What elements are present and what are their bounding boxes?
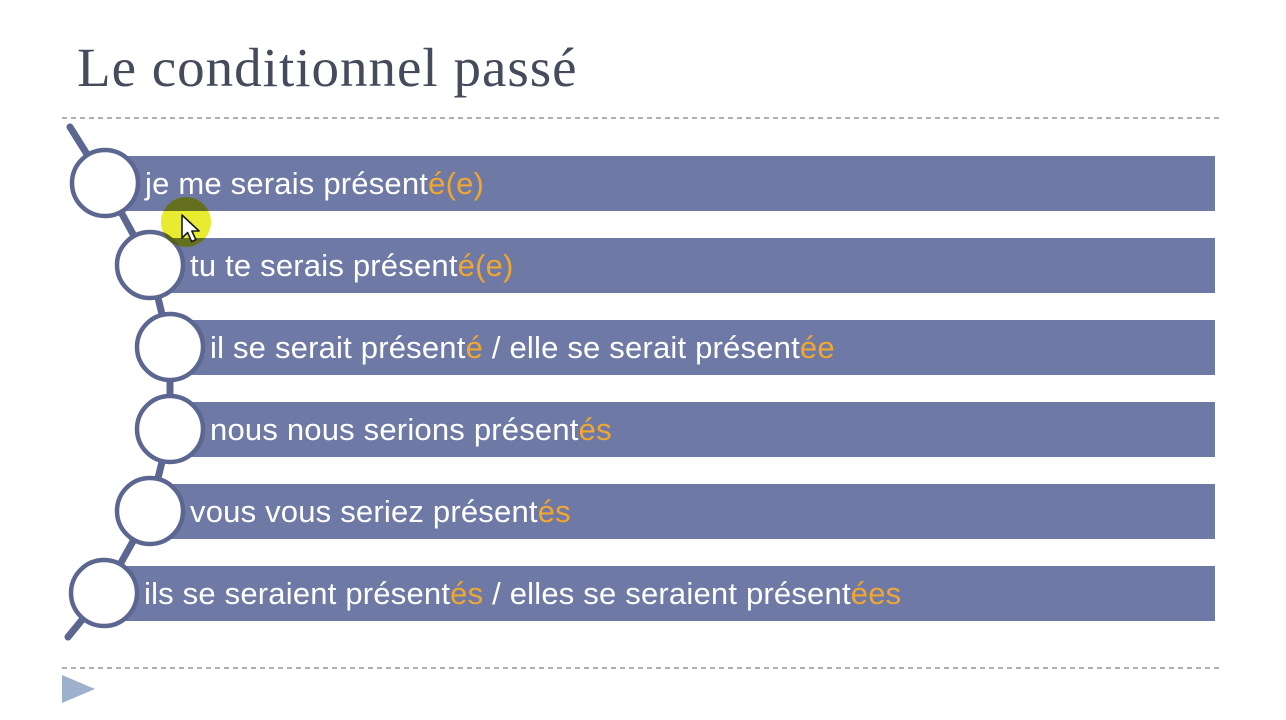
conjugation-row: tu te serais présenté(e) [150,238,1215,293]
conjugation-text: vous vous seriez présentés [150,484,1215,539]
arrow-pointer-icon[interactable] [181,214,203,246]
ending-highlight: é(e) [457,248,514,283]
ending-highlight: és [578,412,612,447]
conjugation-row: je me serais présenté(e) [105,156,1215,211]
conjugation-text: ils se seraient présentés / elles se ser… [104,566,1215,621]
pronoun-verb-text: vous vous seriez présent [190,494,538,529]
ending-highlight: ées [850,576,902,611]
pronoun-verb-text: / elles se seraient présent [483,576,851,611]
conjugation-row: il se serait présenté / elle se serait p… [170,320,1215,375]
ending-highlight: é(e) [428,166,485,201]
conjugation-row: ils se seraient présentés / elles se ser… [104,566,1215,621]
top-divider [62,117,1222,119]
ending-highlight: ée [799,330,835,365]
pronoun-verb-text: ils se seraient présent [144,576,451,611]
conjugation-row: nous nous serions présentés [170,402,1215,457]
conjugation-text: nous nous serions présentés [170,402,1215,457]
ending-highlight: és [450,576,484,611]
conjugation-text: il se serait présenté / elle se serait p… [170,320,1215,375]
pronoun-verb-text: je me serais présent [145,166,429,201]
bottom-divider [62,667,1222,669]
ending-highlight: é [465,330,484,365]
pronoun-verb-text: / elle se serait présent [483,330,800,365]
conjugation-text: tu te serais présenté(e) [150,238,1215,293]
play-triangle-icon [62,675,95,703]
conjugation-row: vous vous seriez présentés [150,484,1215,539]
slide-title: Le conditionnel passé [77,37,578,98]
ending-highlight: és [537,494,571,529]
pronoun-verb-text: tu te serais présent [190,248,458,283]
pronoun-verb-text: il se serait présent [210,330,466,365]
pronoun-verb-text: nous nous serions présent [210,412,579,447]
conjugation-text: je me serais présenté(e) [105,156,1215,211]
